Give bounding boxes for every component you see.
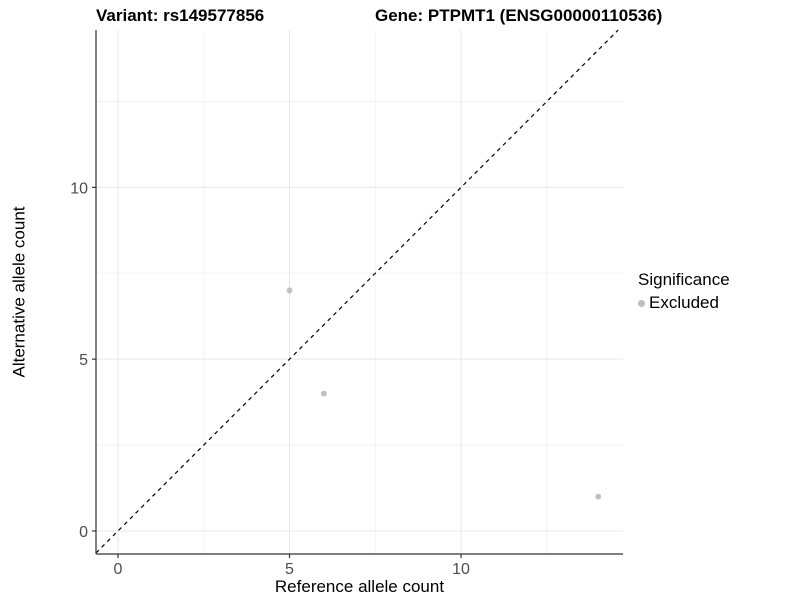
x-tick-label: 0 xyxy=(114,561,123,578)
y-tick-label: 10 xyxy=(70,180,88,197)
legend-item-excluded: Excluded xyxy=(638,293,730,313)
legend-item-label: Excluded xyxy=(649,293,719,312)
y-tick-label: 5 xyxy=(79,352,88,369)
legend-title: Significance xyxy=(638,270,730,289)
gene-title: Gene: PTPMT1 (ENSG00000110536) xyxy=(375,6,663,25)
x-axis-title: Reference allele count xyxy=(274,577,445,596)
data-point xyxy=(595,493,602,500)
x-tick-label: 5 xyxy=(285,561,294,578)
x-tick-label: 10 xyxy=(452,561,470,578)
y-tick-label: 0 xyxy=(79,524,88,541)
legend-box: Significance Excluded xyxy=(638,270,730,313)
data-point xyxy=(286,287,293,294)
variant-title: Variant: rs149577856 xyxy=(96,6,265,25)
identity-reference-line xyxy=(95,29,619,554)
legend-point-icon xyxy=(638,299,645,307)
data-point xyxy=(320,390,327,397)
